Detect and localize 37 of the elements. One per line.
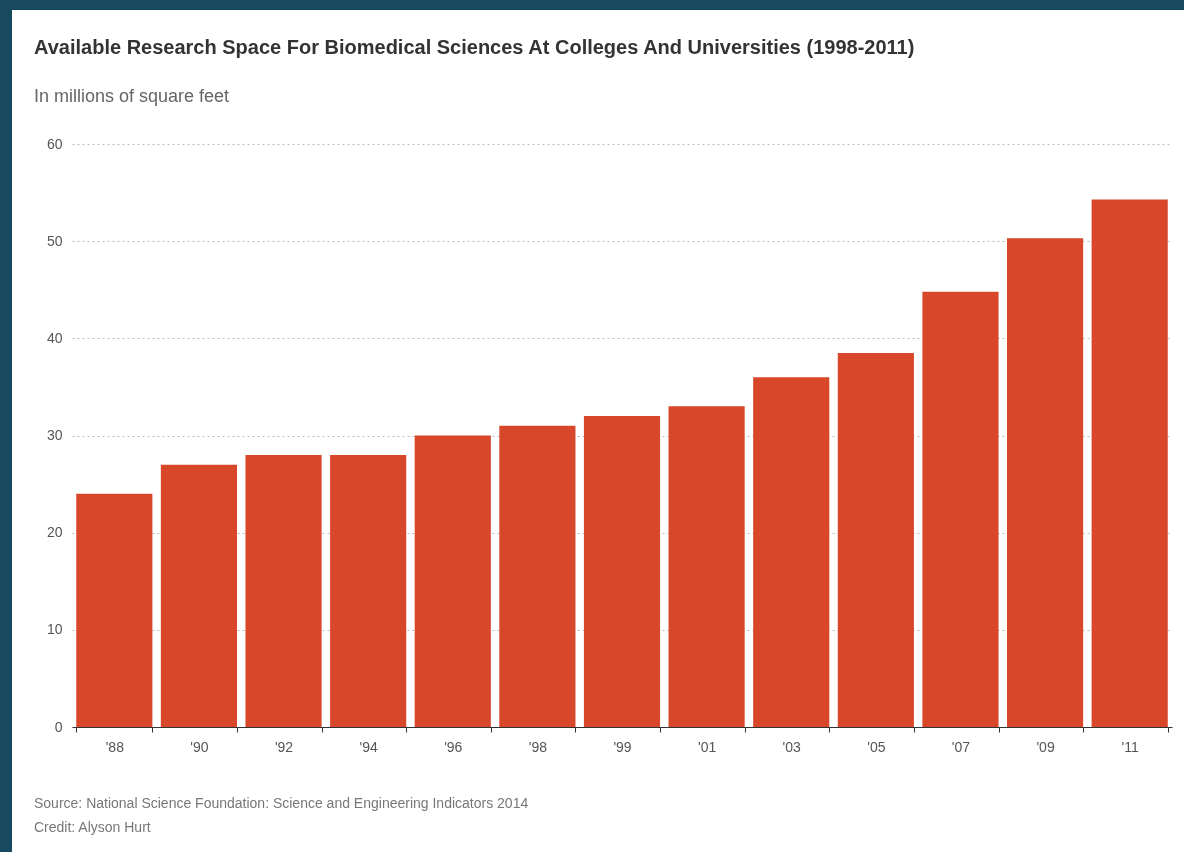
- x-tick-label: '03: [782, 738, 802, 755]
- chart-subtitle: In millions of square feet: [34, 86, 230, 107]
- x-tick-label: '07: [951, 738, 971, 755]
- bar: [330, 454, 407, 727]
- y-tick-label: 50: [46, 232, 63, 249]
- x-tick-label: '90: [190, 738, 209, 755]
- x-tick-label: '05: [867, 738, 886, 755]
- y-tick-label: 40: [46, 329, 63, 346]
- x-tick-label: '92: [274, 738, 294, 755]
- bar: [583, 416, 661, 727]
- y-tick-label: 20: [46, 524, 63, 541]
- bar: [160, 464, 237, 727]
- x-tick-label: '99: [613, 738, 632, 755]
- x-tick-label: '09: [1036, 738, 1055, 755]
- bar: [753, 377, 830, 727]
- y-tick-label: 10: [46, 621, 63, 638]
- x-tick-label: '94: [359, 738, 378, 755]
- x-tick-label: '01: [697, 738, 717, 755]
- bar: [1007, 238, 1084, 727]
- bar: [922, 291, 999, 727]
- x-tick-label: '88: [105, 738, 125, 755]
- x-tick-label: '98: [528, 738, 548, 755]
- bar: [245, 454, 322, 727]
- bar: [414, 435, 491, 727]
- y-tick-label: 30: [46, 427, 63, 443]
- y-tick-label: 0: [54, 718, 63, 735]
- y-tick-label: 60: [46, 135, 63, 152]
- chart-title: Available Research Space For Biomedical Sciences At Colleges And Universities (1998-2011): [34, 36, 915, 59]
- bar: [499, 425, 576, 727]
- x-tick-label: '11: [1121, 738, 1139, 755]
- bar: [668, 406, 745, 727]
- bar: [837, 352, 914, 727]
- bar: [76, 493, 153, 727]
- source-note: Source: National Science Foundation: Science and Engineering Indicators 2014: [34, 794, 529, 813]
- text: Credit: Alyson Hurt: [34, 818, 152, 837]
- bar: [1091, 199, 1168, 727]
- x-tick-label: '96: [444, 738, 463, 755]
